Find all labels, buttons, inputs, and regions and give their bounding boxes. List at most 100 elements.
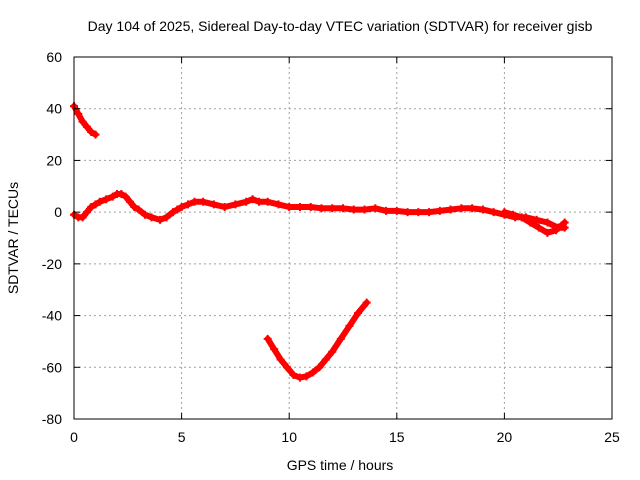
y-tick-label: 0 [54, 204, 62, 220]
data-point [552, 226, 561, 235]
data-point [354, 308, 363, 317]
y-tick-label: 40 [46, 101, 62, 117]
data-point [285, 202, 294, 211]
data-point [147, 213, 156, 222]
series-sdtvar-main [71, 191, 568, 231]
data-point [117, 190, 126, 199]
x-tick-label: 5 [178, 429, 186, 445]
data-point [242, 197, 251, 206]
x-tick-label: 20 [497, 429, 513, 445]
data-point [95, 197, 104, 206]
data-point [177, 202, 186, 211]
data-point [199, 197, 208, 206]
data-point [209, 200, 218, 209]
data-point [91, 130, 100, 139]
data-point [184, 200, 193, 209]
x-tick-label: 0 [70, 429, 78, 445]
data-point [168, 208, 177, 217]
data-point [134, 205, 143, 214]
data-point [141, 210, 150, 219]
data-point [121, 192, 130, 201]
data-point [321, 355, 330, 364]
data-point [295, 373, 304, 382]
data-point [435, 206, 444, 215]
data-point [130, 202, 139, 211]
y-tick-label: 20 [46, 152, 62, 168]
data-point [263, 197, 272, 206]
x-axis-label: GPS time / hours [287, 457, 394, 473]
data-point [392, 206, 401, 215]
series-sdtvar-early-arc [71, 103, 99, 138]
plot-frame [73, 56, 613, 420]
data-point [125, 197, 134, 206]
data-point [308, 368, 317, 377]
data-point [457, 204, 466, 213]
data-point [446, 205, 455, 214]
data-point [190, 197, 199, 206]
data-point [371, 204, 380, 213]
x-tick-label: 25 [604, 429, 620, 445]
data-point [468, 204, 477, 213]
data-point [87, 202, 96, 211]
data-point [295, 202, 304, 211]
data-point [108, 192, 117, 201]
x-tick-label: 10 [281, 429, 297, 445]
x-tick-label: 15 [389, 429, 405, 445]
y-tick-label: -40 [42, 308, 62, 324]
data-point [102, 195, 111, 204]
data-point [156, 215, 165, 224]
data-point [339, 204, 347, 213]
data-point [78, 117, 87, 126]
data-point [336, 334, 345, 343]
data-point [534, 223, 543, 232]
data-point [231, 200, 240, 209]
data-point [91, 200, 100, 209]
data-point [87, 127, 96, 136]
data-point [173, 205, 182, 214]
data-point [302, 372, 311, 381]
y-tick-label: -80 [42, 411, 62, 427]
data-point [349, 205, 358, 214]
data-point [270, 345, 279, 354]
data-point [509, 210, 518, 219]
data-point [276, 355, 285, 364]
data-point [289, 371, 298, 380]
data-point [315, 363, 324, 372]
data-point [328, 347, 337, 356]
data-point [526, 218, 535, 227]
data-point [78, 213, 87, 222]
data-point [532, 215, 541, 224]
data-point [162, 213, 171, 222]
data-point [248, 195, 257, 204]
data-point [543, 218, 552, 227]
data-point [328, 204, 337, 213]
y-tick-label: 60 [46, 49, 62, 65]
data-point [345, 321, 354, 330]
data-point [500, 208, 509, 217]
data-point [425, 208, 434, 217]
data-point [362, 298, 371, 307]
data-point [306, 202, 315, 211]
data-point [360, 205, 369, 214]
data-point [255, 197, 264, 206]
data-point [382, 206, 391, 215]
data-point [317, 204, 326, 213]
data-series [70, 102, 569, 382]
data-point [478, 205, 487, 214]
data-point [220, 202, 229, 211]
y-axis-label: SDTVAR / TECUs [5, 182, 21, 294]
data-point [82, 122, 91, 131]
data-point [414, 208, 423, 217]
data-point [543, 228, 552, 237]
data-point [283, 363, 292, 372]
y-tick-label: -60 [42, 359, 62, 375]
data-point [403, 208, 412, 217]
data-point [74, 109, 83, 118]
grid [74, 57, 612, 419]
chart-title: Day 104 of 2025, Sidereal Day-to-day VTE… [88, 18, 593, 34]
data-point [263, 334, 272, 343]
data-point [274, 200, 283, 209]
axis-ticks: 0 5 10 15 20 25 -80 -60 -40 -20 0 20 40 60 [42, 49, 620, 445]
data-point [82, 208, 91, 217]
